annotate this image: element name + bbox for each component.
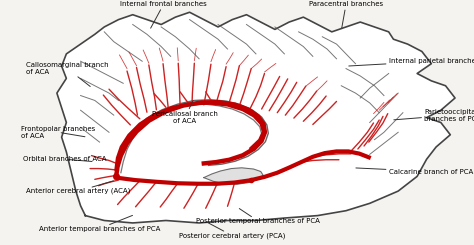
Text: Frontopolar branches
of ACA: Frontopolar branches of ACA — [21, 126, 96, 139]
Text: Paracentral branches: Paracentral branches — [309, 1, 383, 28]
Text: Internal parietal branches: Internal parietal branches — [349, 58, 474, 66]
Text: Anterior temporal branches of PCA: Anterior temporal branches of PCA — [39, 215, 160, 232]
Text: Orbital branches of ACA: Orbital branches of ACA — [23, 156, 106, 162]
Text: Posterior cerebral artery (PCA): Posterior cerebral artery (PCA) — [179, 222, 285, 239]
Text: Internal frontal branches: Internal frontal branches — [120, 1, 207, 28]
Polygon shape — [204, 168, 263, 184]
Text: Posterior temporal branches of PCA: Posterior temporal branches of PCA — [196, 208, 320, 224]
Text: Parietooccipital
branches of PCA: Parietooccipital branches of PCA — [394, 109, 474, 122]
Polygon shape — [57, 12, 455, 223]
Text: Calcarine branch of PCA: Calcarine branch of PCA — [356, 168, 473, 174]
Text: Callosomarginal branch
of ACA: Callosomarginal branch of ACA — [26, 62, 109, 86]
Text: Anterior cerebral artery (ACA): Anterior cerebral artery (ACA) — [26, 181, 130, 194]
Text: Pericallosal branch
of ACA: Pericallosal branch of ACA — [152, 100, 218, 124]
